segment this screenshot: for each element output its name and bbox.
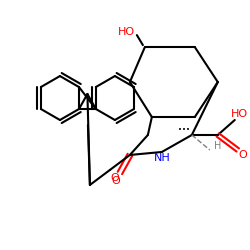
- Text: O: O: [110, 173, 119, 183]
- Text: O: O: [112, 176, 120, 186]
- Text: O: O: [238, 150, 247, 160]
- Text: HO: HO: [118, 27, 136, 37]
- Text: HO: HO: [231, 109, 248, 119]
- Text: NH: NH: [154, 153, 170, 163]
- Text: •••: •••: [178, 127, 190, 133]
- Text: H: H: [214, 141, 222, 151]
